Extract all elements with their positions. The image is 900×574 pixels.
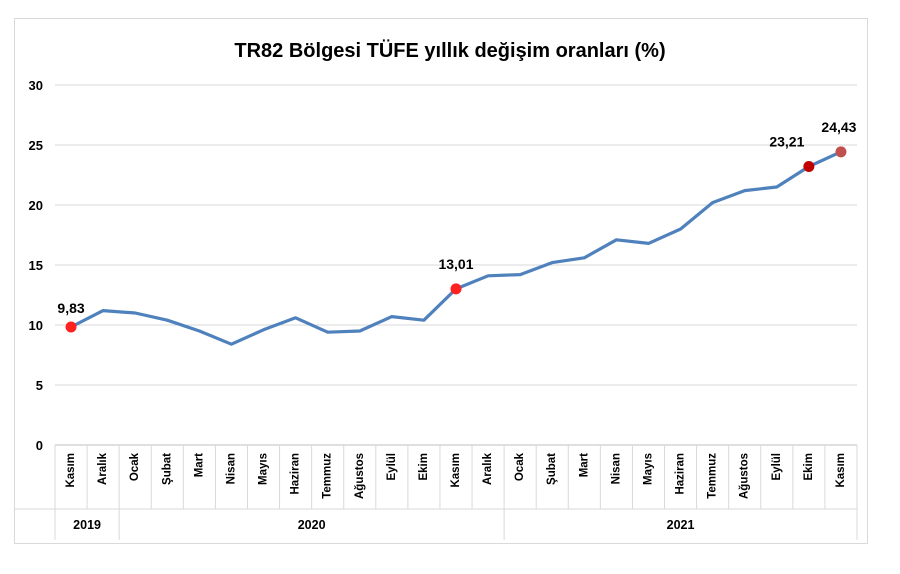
x-tick-label: Ocak: [129, 452, 141, 481]
y-tick-label: 10: [29, 318, 43, 333]
x-tick-label: Ekim: [418, 453, 430, 481]
data-label: 23,21: [769, 133, 804, 149]
x-tick-label: Aralık: [482, 452, 494, 485]
x-tick-label: Kasım: [65, 453, 77, 488]
x-tick-label: Kasım: [450, 453, 462, 488]
x-tick-label: Aralık: [97, 452, 109, 485]
year-label: 2020: [298, 518, 326, 532]
series-line: [69, 150, 843, 346]
x-tick-label: Ağustos: [739, 453, 751, 499]
data-point-marker: [450, 283, 462, 295]
year-label: 2019: [73, 518, 101, 532]
y-tick-label: 15: [29, 258, 43, 273]
x-tick-label: Nisan: [610, 453, 622, 484]
data-label: 13,01: [438, 256, 473, 272]
x-tick-label: Temmuz: [322, 453, 334, 499]
x-tick-label: Şubat: [546, 453, 558, 485]
x-tick-label: Haziran: [290, 453, 302, 495]
year-label: 2021: [667, 518, 695, 532]
data-label: 9,83: [57, 300, 84, 316]
x-tick-label: Mart: [193, 453, 205, 477]
y-tick-label: 30: [29, 78, 43, 93]
x-tick-label: Mayıs: [642, 453, 654, 485]
data-point-marker: [835, 146, 847, 158]
y-tick-label: 5: [36, 378, 43, 393]
x-tick-label: Ekim: [803, 453, 815, 481]
x-tick-label: Haziran: [675, 453, 687, 495]
x-tick-label: Kasım: [835, 453, 847, 488]
x-tick-label: Mart: [578, 453, 590, 477]
x-tick-label: Ağustos: [354, 453, 366, 499]
y-tick-label: 25: [29, 138, 43, 153]
data-point-marker: [65, 321, 77, 333]
x-tick-label: Nisan: [225, 453, 237, 484]
x-tick-label: Şubat: [161, 453, 173, 485]
chart-title: TR82 Bölgesi TÜFE yıllık değişim oranlar…: [234, 40, 666, 62]
chart-frame: [14, 18, 868, 544]
x-tick-label: Mayıs: [258, 453, 270, 485]
data-point-marker: [803, 160, 815, 172]
y-tick-label: 20: [29, 198, 43, 213]
x-tick-label: Eylül: [771, 453, 783, 480]
x-tick-label: Eylül: [386, 453, 398, 480]
x-tick-label: Temmuz: [707, 453, 719, 499]
y-tick-label: 0: [36, 438, 43, 453]
data-label: 24,43: [821, 119, 856, 135]
x-tick-label: Ocak: [514, 452, 526, 481]
